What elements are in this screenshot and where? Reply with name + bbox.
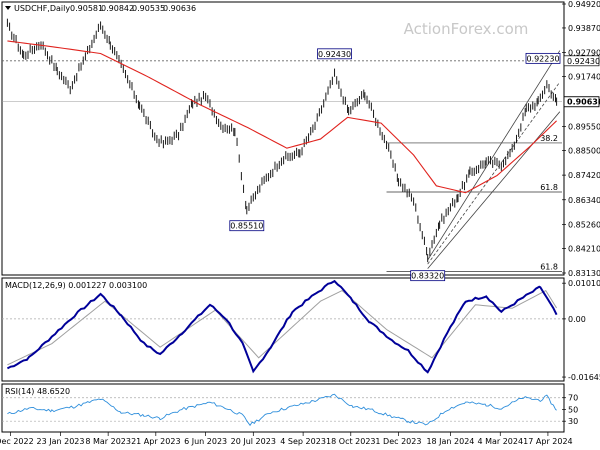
x-axis-label: 17 Apr 2024 — [523, 437, 572, 446]
x-axis-label: 23 Jan 2023 — [37, 437, 85, 446]
annotation-label: 0.83320 — [411, 272, 444, 281]
price-title: USDCHF,Daily 0.90581 0.90842 0.90535 0.9… — [5, 4, 196, 13]
level-axis-tag-label: 0.92430 — [567, 57, 600, 66]
annotation-label: 0.92230 — [526, 54, 559, 63]
macd-panel — [1, 277, 565, 382]
rsi-layer — [2, 393, 562, 427]
x-axis-label: 18 Jan 2024 — [426, 437, 474, 446]
rsi-panel — [1, 383, 565, 433]
macd-axis-label: -0.01645 — [568, 373, 600, 382]
annotation-box — [317, 48, 352, 60]
fibonacci-label: 38.2 — [540, 134, 558, 143]
moving-average-line — [7, 40, 557, 194]
x-axis-label: 8 Mar 2023 — [85, 437, 131, 446]
x-axis-label: 8 Dec 2022 — [0, 437, 34, 446]
price-axis-label: 0.84210 — [568, 244, 600, 253]
x-axis-label: 1 Dec 2023 — [375, 437, 421, 446]
x-axis-label: 20 Jul 2023 — [231, 437, 276, 446]
price-axis-label: 0.91740 — [568, 73, 600, 82]
x-axis-label: 6 Jun 2023 — [184, 437, 227, 446]
price-axis-label: 0.89550 — [568, 123, 600, 132]
rsi-title: RSI(14) 48.6520 — [5, 387, 70, 396]
price-axis-label: 0.83130 — [568, 269, 600, 278]
price-panel — [1, 1, 565, 276]
macd-title: MACD(12,26,9) 0.001227 0.003100 — [5, 281, 147, 290]
price-title-text: USDCHF,Daily — [14, 4, 70, 13]
x-axis-label: 4 Sep 2023 — [280, 437, 326, 446]
ohlc-high: 0.90842 — [101, 4, 134, 13]
rsi-axis-label: 50 — [568, 405, 578, 414]
annotation-box — [229, 220, 265, 232]
rsi-axis-label: 70 — [568, 394, 578, 403]
macd-line — [6, 279, 558, 374]
dropdown-triangle-icon — [5, 6, 11, 10]
macd-axis-label: 0.01010 — [568, 279, 600, 288]
price-axis-label: 0.92790 — [568, 49, 600, 58]
x-axis-label: 18 Oct 2023 — [326, 437, 375, 446]
current-price-tag-label: 0.90636 — [567, 98, 600, 107]
level-axis-tag — [563, 55, 600, 67]
rsi-axis-label: 30 — [568, 417, 578, 426]
annotation-box — [525, 52, 561, 64]
annotation-label: 0.92430 — [318, 50, 351, 59]
annotation-box — [410, 270, 446, 282]
macd-signal-line — [7, 289, 558, 366]
channel-line — [427, 111, 561, 269]
watermark: ActionForex.com — [404, 20, 529, 38]
price-axis-label: 0.88500 — [568, 146, 600, 155]
ohlc-close: 0.90636 — [163, 4, 196, 13]
price-axis-label: 0.87420 — [568, 171, 600, 180]
channel-midline — [427, 81, 561, 265]
macd-layer — [2, 279, 562, 374]
price-axis-label: 0.94920 — [568, 0, 600, 9]
price-axis-label: 0.93870 — [568, 24, 600, 33]
annotation-label: 0.85510 — [230, 222, 263, 231]
rsi-line — [7, 393, 557, 427]
ohlc-open: 0.90581 — [70, 4, 103, 13]
fibonacci-label: 61.8 — [540, 262, 558, 271]
x-axis-label: 21 Apr 2023 — [131, 437, 180, 446]
ohlc-low: 0.90535 — [132, 4, 165, 13]
price-axis-label: 0.86340 — [568, 196, 600, 205]
price-axis-label: 0.85260 — [568, 220, 600, 229]
fibonacci-label: 61.8 — [540, 183, 558, 192]
x-axis-label: 4 Mar 2024 — [477, 437, 523, 446]
current-price-tag — [563, 96, 600, 108]
macd-axis-label: 0.00 — [568, 315, 586, 324]
channel-line — [427, 50, 561, 261]
price-layer: 38.2 61.8 61.8 0.92430 0.85510 0.83320 0.92230 — [2, 18, 562, 282]
